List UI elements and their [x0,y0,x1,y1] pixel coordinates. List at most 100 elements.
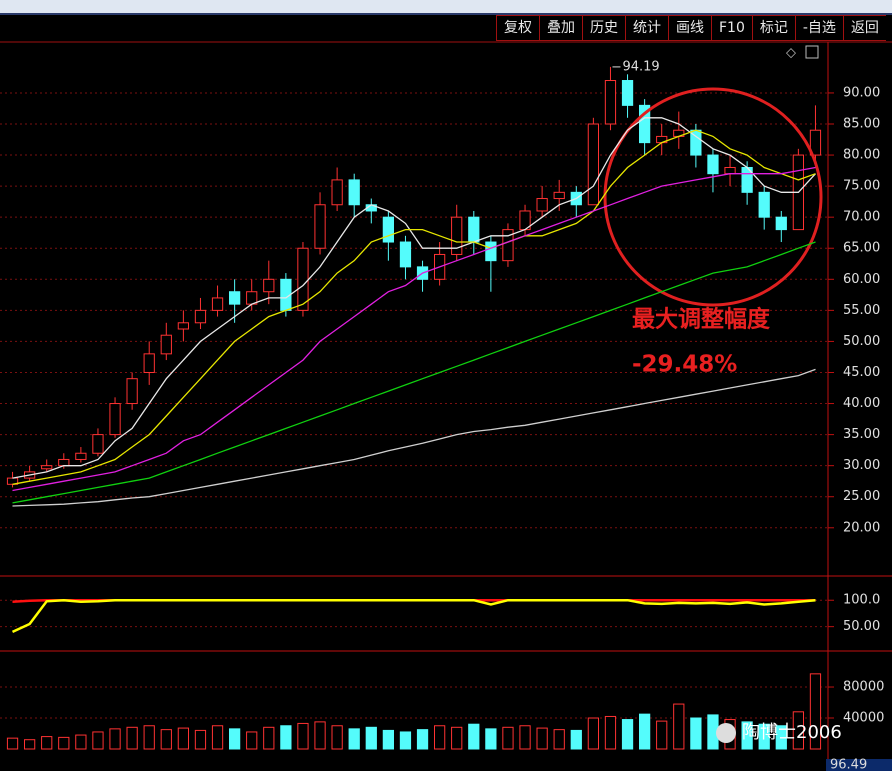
toolbar-button[interactable]: F10 [711,15,752,41]
candle-body [314,204,326,249]
candle-body [331,179,343,206]
candle-body [382,216,394,243]
title-strip [0,0,892,15]
y-tick-label: 45.00 [843,365,880,380]
icon[interactable] [805,45,819,59]
corner-value: 96.49 [830,758,867,771]
candle-body [229,291,241,305]
toolbar: 复权 叠加 历史 统计 画线 F10 标记 -自选 返回 [496,15,886,41]
volume-bar [297,722,309,750]
volume-bar [451,726,463,750]
candle-body [143,353,155,373]
candle-body [553,191,565,200]
volume-bar [177,727,189,750]
toolbar-button[interactable]: 画线 [668,15,711,41]
volume-bar [792,711,804,750]
volume-bar [604,715,617,750]
candle-body [41,465,53,470]
volume-bar [502,726,514,750]
corner-box [826,759,892,771]
annotation: -29.48% [632,352,737,378]
candle-body [126,378,138,405]
y-tick-label: 70.00 [843,210,880,225]
volume-bar [348,728,360,750]
candle-body [639,104,651,144]
volume-bar [365,726,377,750]
y-tick-label: 40000 [843,711,884,726]
volume-bar [92,731,104,750]
candle-body [621,80,634,106]
high-label: 94.19 [622,59,659,74]
chart-bg [0,42,892,771]
candle-body [58,458,70,467]
candle-body [399,241,412,268]
volume-bar [194,729,207,750]
y-tick-label: 90.00 [843,85,880,100]
candle-body [109,403,121,436]
volume-bar [775,725,787,750]
candle-body [194,309,207,324]
moving-average [12,368,816,507]
candle-body [604,80,617,125]
candle-body [177,322,189,330]
y-tick-label: 100.0 [843,593,880,608]
candle-body [707,154,719,175]
volume-bar [553,729,565,750]
y-tick-label: 60.00 [843,272,880,287]
volume-bar [41,736,53,750]
volume-bar [24,739,36,750]
toolbar-button[interactable]: 统计 [625,15,668,41]
volume-bar [314,721,326,750]
toolbar-button[interactable]: 叠加 [539,15,582,41]
volume-bar [143,725,155,750]
toolbar-button[interactable]: 返回 [842,15,886,41]
y-tick-label: 25.00 [843,489,880,504]
volume-bar [382,729,394,750]
candle-body [348,179,360,206]
volume-bar [485,728,497,750]
moving-average [12,129,816,485]
volume-bar [809,673,822,750]
y-tick-label: 55.00 [843,303,880,318]
volume-bar [468,723,480,750]
candle-body [758,191,770,218]
highlight-circle [603,87,823,307]
volume-bar [399,731,412,750]
candle-body [502,229,514,262]
indicator-line [11,598,816,634]
candle-body [211,297,224,311]
candle-body [468,216,480,243]
volume-bar [741,721,753,750]
watermark-logo [716,723,736,743]
candle-body [451,216,463,255]
volume-bar [75,734,87,750]
toolbar-button[interactable]: -自选 [794,15,843,41]
candle-body [775,216,787,231]
y-tick-label: 80000 [843,680,884,695]
icon[interactable]: ◇ [786,46,796,61]
candle-body [724,166,736,175]
moving-average [12,166,816,492]
moving-average [12,241,816,504]
volume-bar [587,717,599,750]
volume-bar [229,728,241,750]
moving-average [12,117,816,479]
volume-bar [263,726,275,750]
volume-bar [331,725,343,750]
volume-bar [758,723,770,750]
y-tick-label: 50.00 [843,334,880,349]
volume-bar [570,729,582,750]
toolbar-button[interactable]: 标记 [751,15,795,41]
volume-bar [519,725,531,750]
toolbar-button[interactable]: 历史 [582,15,625,41]
y-tick-label: 30.00 [843,458,880,473]
volume-bar [656,720,668,750]
toolbar-button[interactable]: 复权 [496,15,539,41]
volume-bar [211,725,224,750]
y-tick-label: 35.00 [843,427,880,442]
volume-bar [160,729,172,750]
volume-bar [673,703,685,750]
volume-bar [690,717,702,750]
candle-body [92,434,104,454]
